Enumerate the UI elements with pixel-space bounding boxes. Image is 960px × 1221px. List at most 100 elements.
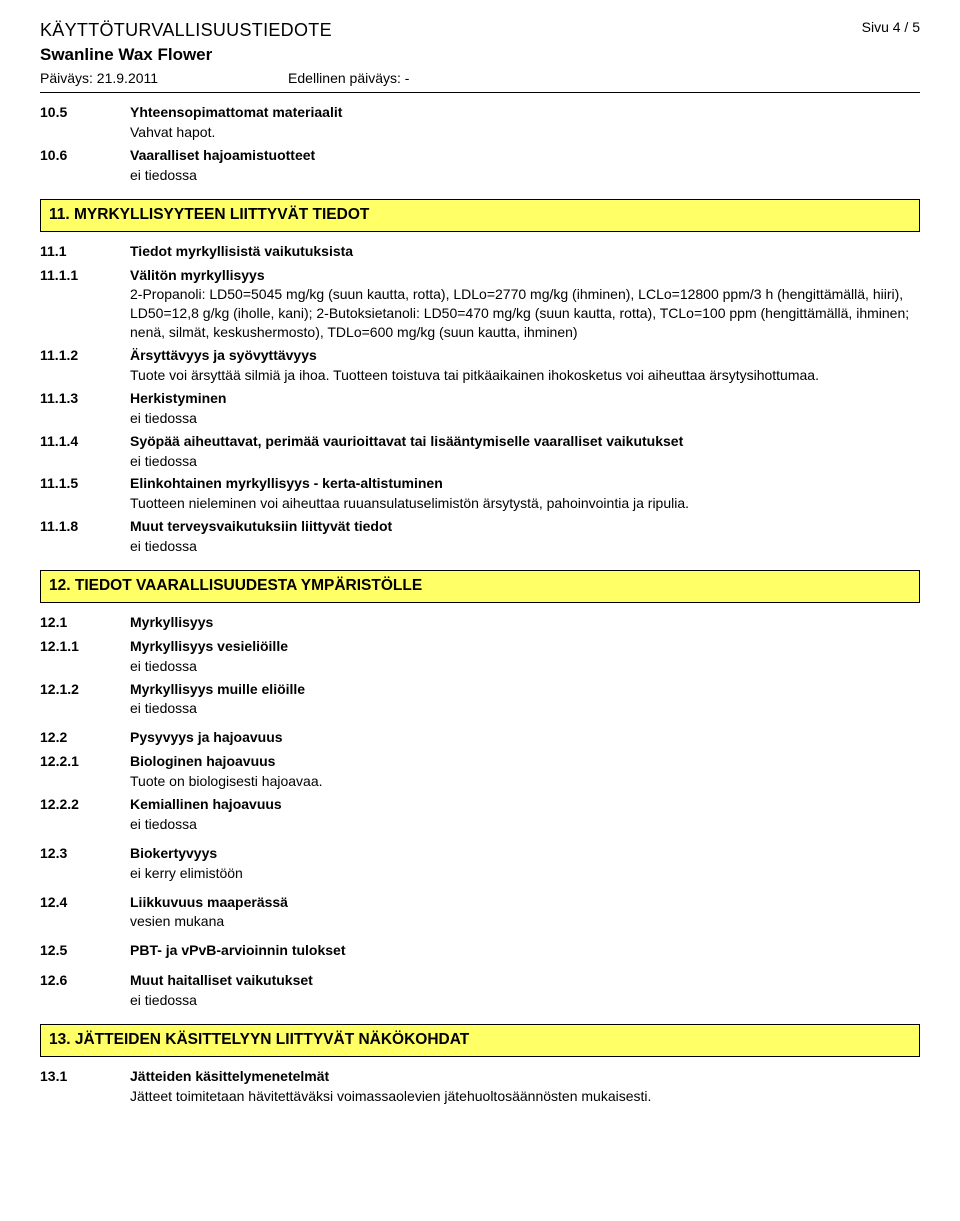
entry-text: Herkistyminen ei tiedossa (130, 389, 920, 428)
entry-11-1-1: 11.1.1 Välitön myrkyllisyys 2-Propanoli:… (40, 266, 920, 343)
entry-heading: Liikkuvuus maaperässä (130, 893, 920, 912)
entry-text: Tiedot myrkyllisistä vaikutuksista (130, 242, 920, 262)
entry-number: 13.1 (40, 1067, 130, 1106)
entry-number: 12.3 (40, 844, 130, 883)
entry-11-1-8: 11.1.8 Muut terveysvaikutuksiin liittyvä… (40, 517, 920, 556)
entry-11-1-3: 11.1.3 Herkistyminen ei tiedossa (40, 389, 920, 428)
entry-heading: Välitön myrkyllisyys (130, 266, 920, 285)
entry-number: 11.1.4 (40, 432, 130, 471)
entry-11-1-2: 11.1.2 Ärsyttävyys ja syövyttävyys Tuote… (40, 346, 920, 385)
entry-heading: Jätteiden käsittelymenetelmät (130, 1067, 920, 1086)
entry-heading: Tiedot myrkyllisistä vaikutuksista (130, 242, 920, 261)
entry-number: 11.1.5 (40, 474, 130, 513)
document-title: KÄYTTÖTURVALLISUUSTIEDOTE (40, 18, 332, 42)
entry-13-1: 13.1 Jätteiden käsittelymenetelmät Jätte… (40, 1067, 920, 1106)
date-label: Päiväys: 21.9.2011 (40, 69, 158, 88)
date-row: Päiväys: 21.9.2011 Edellinen päiväys: - (40, 69, 920, 88)
entry-heading: Pysyvyys ja hajoavuus (130, 728, 920, 747)
section-banner-12: 12. TIEDOT VAARALLISUUDESTA YMPÄRISTÖLLE (40, 570, 920, 603)
entry-text: Myrkyllisyys muille eliöille ei tiedossa (130, 680, 920, 719)
entry-text: Liikkuvuus maaperässä vesien mukana (130, 893, 920, 932)
entry-text: Kemiallinen hajoavuus ei tiedossa (130, 795, 920, 834)
entry-12-1: 12.1 Myrkyllisyys (40, 613, 920, 633)
entry-number: 10.5 (40, 103, 130, 142)
entry-heading: Muut terveysvaikutuksiin liittyvät tiedo… (130, 517, 920, 536)
entry-heading: Herkistyminen (130, 389, 920, 408)
entry-heading: Elinkohtainen myrkyllisyys - kerta-altis… (130, 474, 920, 493)
section-banner-13: 13. JÄTTEIDEN KÄSITTELYYN LIITTYVÄT NÄKÖ… (40, 1024, 920, 1057)
entry-text: Syöpää aiheuttavat, perimää vaurioittava… (130, 432, 920, 471)
entry-heading: Syöpää aiheuttavat, perimää vaurioittava… (130, 432, 920, 451)
entry-11-1: 11.1 Tiedot myrkyllisistä vaikutuksista (40, 242, 920, 262)
entry-body: Vahvat hapot. (130, 123, 920, 142)
entry-12-2-1: 12.2.1 Biologinen hajoavuus Tuote on bio… (40, 752, 920, 791)
entry-text: Muut terveysvaikutuksiin liittyvät tiedo… (130, 517, 920, 556)
entry-body: ei tiedossa (130, 815, 920, 834)
entry-body: ei tiedossa (130, 657, 920, 676)
entry-body: ei kerry elimistöön (130, 864, 920, 883)
entry-12-2: 12.2 Pysyvyys ja hajoavuus (40, 728, 920, 748)
entry-number: 11.1.3 (40, 389, 130, 428)
entry-body: ei tiedossa (130, 699, 920, 718)
entry-heading: Vaaralliset hajoamistuotteet (130, 146, 920, 165)
entry-text: PBT- ja vPvB-arvioinnin tulokset (130, 941, 920, 961)
entry-12-5: 12.5 PBT- ja vPvB-arvioinnin tulokset (40, 941, 920, 961)
entry-text: Myrkyllisyys vesieliöille ei tiedossa (130, 637, 920, 676)
entry-heading: Kemiallinen hajoavuus (130, 795, 920, 814)
entry-body: vesien mukana (130, 912, 920, 931)
entry-text: Välitön myrkyllisyys 2-Propanoli: LD50=5… (130, 266, 920, 343)
entry-12-2-2: 12.2.2 Kemiallinen hajoavuus ei tiedossa (40, 795, 920, 834)
entry-text: Biologinen hajoavuus Tuote on biologises… (130, 752, 920, 791)
header-divider (40, 92, 920, 93)
entry-text: Muut haitalliset vaikutukset ei tiedossa (130, 971, 920, 1010)
entry-10-6: 10.6 Vaaralliset hajoamistuotteet ei tie… (40, 146, 920, 185)
entry-body: 2-Propanoli: LD50=5045 mg/kg (suun kautt… (130, 285, 920, 342)
section-banner-11: 11. MYRKYLLISYYTEEN LIITTYVÄT TIEDOT (40, 199, 920, 232)
entry-text: Yhteensopimattomat materiaalit Vahvat ha… (130, 103, 920, 142)
entry-number: 10.6 (40, 146, 130, 185)
entry-heading: Muut haitalliset vaikutukset (130, 971, 920, 990)
entry-number: 12.2.1 (40, 752, 130, 791)
entry-heading: PBT- ja vPvB-arvioinnin tulokset (130, 941, 920, 960)
entry-text: Jätteiden käsittelymenetelmät Jätteet to… (130, 1067, 920, 1106)
entry-body: ei tiedossa (130, 166, 920, 185)
entry-12-1-1: 12.1.1 Myrkyllisyys vesieliöille ei tied… (40, 637, 920, 676)
entry-number: 11.1.2 (40, 346, 130, 385)
entry-body: Tuotteen nieleminen voi aiheuttaa ruuans… (130, 494, 920, 513)
entry-number: 12.1 (40, 613, 130, 633)
entry-number: 12.2.2 (40, 795, 130, 834)
entry-number: 12.4 (40, 893, 130, 932)
entry-body: ei tiedossa (130, 991, 920, 1010)
entry-number: 12.6 (40, 971, 130, 1010)
entry-heading: Biokertyvyys (130, 844, 920, 863)
entry-body: Tuote on biologisesti hajoavaa. (130, 772, 920, 791)
entry-number: 11.1.8 (40, 517, 130, 556)
entry-10-5: 10.5 Yhteensopimattomat materiaalit Vahv… (40, 103, 920, 142)
entry-11-1-5: 11.1.5 Elinkohtainen myrkyllisyys - kert… (40, 474, 920, 513)
entry-12-6: 12.6 Muut haitalliset vaikutukset ei tie… (40, 971, 920, 1010)
entry-number: 11.1 (40, 242, 130, 262)
entry-heading: Biologinen hajoavuus (130, 752, 920, 771)
entry-heading: Myrkyllisyys (130, 613, 920, 632)
entry-number: 12.1.2 (40, 680, 130, 719)
header-row: KÄYTTÖTURVALLISUUSTIEDOTE Sivu 4 / 5 (40, 18, 920, 42)
entry-body: ei tiedossa (130, 409, 920, 428)
entry-body: ei tiedossa (130, 537, 920, 556)
entry-number: 12.5 (40, 941, 130, 961)
entry-text: Myrkyllisyys (130, 613, 920, 633)
entry-body: ei tiedossa (130, 452, 920, 471)
entry-body: Jätteet toimitetaan hävitettäväksi voima… (130, 1087, 920, 1106)
entry-body: Tuote voi ärsyttää silmiä ja ihoa. Tuott… (130, 366, 920, 385)
entry-heading: Ärsyttävyys ja syövyttävyys (130, 346, 920, 365)
entry-number: 12.1.1 (40, 637, 130, 676)
entry-heading: Myrkyllisyys muille eliöille (130, 680, 920, 699)
product-name: Swanline Wax Flower (40, 44, 920, 67)
entry-heading: Yhteensopimattomat materiaalit (130, 103, 920, 122)
entry-heading: Myrkyllisyys vesieliöille (130, 637, 920, 656)
prev-date-label: Edellinen päiväys: - (288, 69, 409, 88)
entry-12-1-2: 12.1.2 Myrkyllisyys muille eliöille ei t… (40, 680, 920, 719)
entry-11-1-4: 11.1.4 Syöpää aiheuttavat, perimää vauri… (40, 432, 920, 471)
entry-text: Vaaralliset hajoamistuotteet ei tiedossa (130, 146, 920, 185)
entry-text: Elinkohtainen myrkyllisyys - kerta-altis… (130, 474, 920, 513)
entry-text: Pysyvyys ja hajoavuus (130, 728, 920, 748)
